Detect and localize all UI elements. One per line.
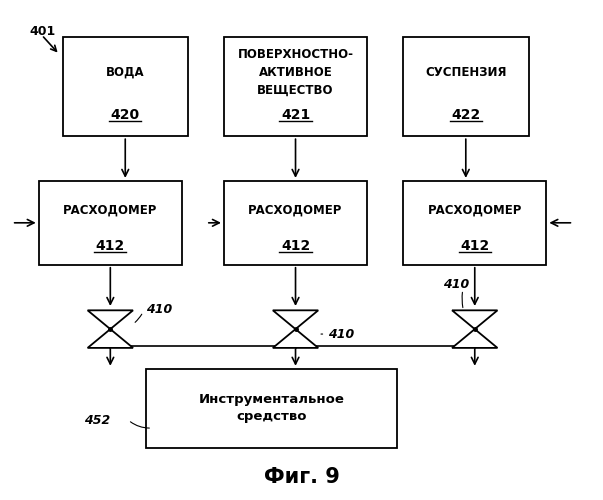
FancyBboxPatch shape — [39, 181, 182, 265]
Text: средство: средство — [236, 410, 307, 424]
Polygon shape — [87, 310, 133, 329]
Text: Инструментальное: Инструментальное — [199, 393, 344, 406]
Polygon shape — [452, 310, 497, 329]
FancyBboxPatch shape — [63, 38, 188, 136]
Text: РАСХОДОМЕР: РАСХОДОМЕР — [428, 204, 522, 216]
Text: РАСХОДОМЕР: РАСХОДОМЕР — [63, 204, 157, 216]
Text: 412: 412 — [281, 240, 310, 254]
Text: 410: 410 — [146, 303, 172, 316]
Text: ВОДА: ВОДА — [106, 66, 145, 78]
Text: 412: 412 — [460, 240, 490, 254]
FancyBboxPatch shape — [403, 38, 528, 136]
Text: ВЕЩЕСТВО: ВЕЩЕСТВО — [257, 84, 334, 96]
Text: АКТИВНОЕ: АКТИВНОЕ — [259, 66, 332, 78]
Text: 452: 452 — [84, 414, 110, 426]
Text: 401: 401 — [30, 25, 56, 38]
Text: 422: 422 — [451, 108, 481, 122]
Polygon shape — [87, 329, 133, 348]
Text: Фиг. 9: Фиг. 9 — [264, 468, 339, 487]
Text: 410: 410 — [443, 278, 469, 291]
Text: 421: 421 — [281, 108, 310, 122]
Polygon shape — [273, 310, 318, 329]
Text: ПОВЕРХНОСТНО-: ПОВЕРХНОСТНО- — [238, 48, 353, 60]
Polygon shape — [273, 329, 318, 348]
Text: 410: 410 — [329, 328, 355, 340]
FancyBboxPatch shape — [224, 38, 367, 136]
FancyBboxPatch shape — [224, 181, 367, 265]
Polygon shape — [452, 329, 497, 348]
Text: РАСХОДОМЕР: РАСХОДОМЕР — [248, 204, 343, 216]
Text: 412: 412 — [96, 240, 125, 254]
Text: 420: 420 — [111, 108, 140, 122]
FancyBboxPatch shape — [146, 368, 397, 448]
Text: СУСПЕНЗИЯ: СУСПЕНЗИЯ — [425, 66, 507, 78]
FancyBboxPatch shape — [403, 181, 546, 265]
